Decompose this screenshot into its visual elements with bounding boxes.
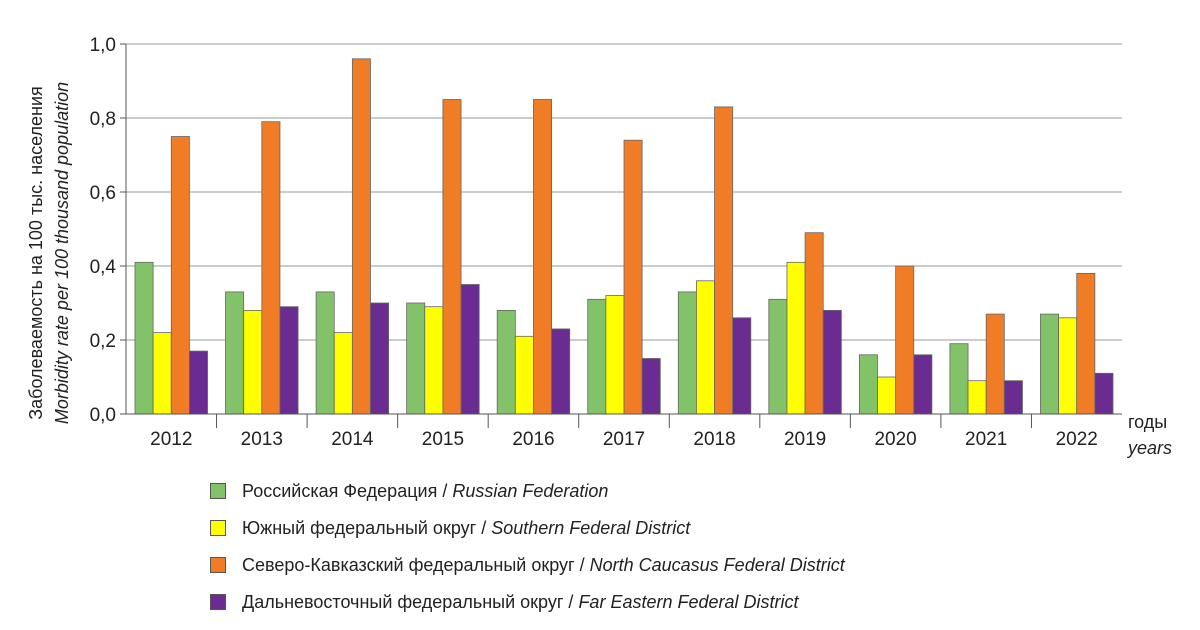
x-tick-label: 2014 xyxy=(331,429,374,450)
bar-2019-series-2 xyxy=(786,261,806,415)
legend-label-ru: Дальневосточный федеральный округ xyxy=(242,591,564,612)
x-axis-title-en: years xyxy=(1126,438,1172,458)
legend-item-southern-federal-district: Южный федеральный округ / Southern Feder… xyxy=(210,517,845,539)
x-tick-label: 2017 xyxy=(603,429,645,450)
bar-2020-series-4 xyxy=(913,354,933,415)
bar-2022-series-4 xyxy=(1094,372,1114,415)
legend-separator: / xyxy=(574,554,590,575)
bar-2017-series-4 xyxy=(641,358,661,415)
bar-2016-series-2 xyxy=(514,335,534,415)
x-tick-label: 2013 xyxy=(241,429,283,450)
y-tick-label: 0,4 xyxy=(90,257,117,278)
legend-label-en: Southern Federal District xyxy=(491,517,691,538)
y-axis-title-en: Morbidity rate per 100 thousand populati… xyxy=(52,82,72,424)
bar-2015-series-2 xyxy=(424,306,444,415)
legend-swatch xyxy=(210,594,226,610)
bar-2018-series-2 xyxy=(696,280,715,415)
legend-label-ru: Южный федеральный округ xyxy=(242,517,477,538)
bar-2018-series-1 xyxy=(677,291,697,415)
x-tick-label: 2022 xyxy=(1056,429,1098,450)
legend-swatch xyxy=(210,483,226,499)
bar-2020-series-3 xyxy=(895,265,915,415)
bar-2016-series-4 xyxy=(551,328,571,415)
x-tick-label: 2016 xyxy=(512,429,554,450)
x-tick-label: 2020 xyxy=(874,429,916,450)
bar-2013-series-4 xyxy=(279,306,299,415)
bar-2021-series-2 xyxy=(967,380,987,415)
bar-2015-series-1 xyxy=(406,302,426,415)
y-tick-label: 0,2 xyxy=(90,331,116,352)
bar-2012-series-3 xyxy=(170,136,190,415)
legend-label-en: Far Eastern Federal District xyxy=(578,591,799,612)
bar-2012-series-1 xyxy=(134,261,154,415)
bar-2022-series-2 xyxy=(1058,317,1078,415)
bar-2017-series-2 xyxy=(605,295,625,415)
bar-2018-series-3 xyxy=(714,106,734,415)
y-tick-label: 0,6 xyxy=(90,183,116,204)
bar-2014-series-1 xyxy=(315,291,335,415)
y-tick-label: 1,0 xyxy=(90,35,116,56)
legend-swatch xyxy=(210,520,226,536)
bar-2016-series-1 xyxy=(496,309,516,415)
x-axis-title-ru: годы xyxy=(1128,412,1167,432)
bar-2021-series-3 xyxy=(985,313,1005,415)
bar-2013-series-1 xyxy=(225,291,245,415)
y-axis-title-ru: Заболеваемость на 100 тыс. населения xyxy=(26,86,46,420)
legend-item-far-eastern-federal-district: Дальневосточный федеральный округ / Far … xyxy=(210,591,845,613)
bar-2012-series-4 xyxy=(189,350,208,415)
bar-2014-series-4 xyxy=(370,302,390,415)
legend-separator: / xyxy=(563,591,579,612)
legend-separator: / xyxy=(476,517,492,538)
bar-2019-series-1 xyxy=(768,298,788,415)
bar-2014-series-2 xyxy=(333,332,353,415)
bar-2021-series-1 xyxy=(949,343,969,415)
bar-2015-series-3 xyxy=(442,99,462,415)
x-tick-label: 2015 xyxy=(422,429,464,450)
bar-2017-series-1 xyxy=(587,298,607,415)
x-tick-label: 2018 xyxy=(693,429,735,450)
legend-label-ru: Российская Федерация xyxy=(242,480,438,501)
bar-2021-series-4 xyxy=(1003,380,1023,415)
x-tick-label: 2019 xyxy=(784,429,826,450)
bar-2020-series-1 xyxy=(858,354,878,415)
bar-2022-series-3 xyxy=(1076,272,1096,415)
bar-2016-series-3 xyxy=(533,99,552,415)
bar-2019-series-3 xyxy=(804,232,824,415)
bar-2017-series-3 xyxy=(623,139,643,415)
bar-2013-series-2 xyxy=(243,309,263,415)
legend-label-ru: Северо-Кавказский федеральный округ xyxy=(242,554,575,575)
legend-label-en: North Caucasus Federal District xyxy=(589,554,845,575)
legend-swatch xyxy=(210,557,226,573)
bar-2022-series-1 xyxy=(1040,313,1059,415)
x-tick-label: 2012 xyxy=(150,429,192,450)
bar-2018-series-4 xyxy=(732,317,752,415)
bar-2013-series-3 xyxy=(261,121,281,415)
bar-2015-series-4 xyxy=(460,284,480,415)
x-tick-label: 2021 xyxy=(965,429,1007,450)
bar-2014-series-3 xyxy=(351,58,371,415)
y-tick-label: 0,8 xyxy=(90,109,116,130)
legend-separator: / xyxy=(437,480,453,501)
legend-item-russian-federation: Российская Федерация / Russian Federatio… xyxy=(210,480,845,502)
y-tick-label: 0,0 xyxy=(90,405,116,426)
bar-2020-series-2 xyxy=(877,376,897,415)
legend-label-en: Russian Federation xyxy=(452,480,609,501)
bar-2012-series-2 xyxy=(152,332,172,415)
legend-item-north-caucasus-federal-district: Северо-Кавказский федеральный округ / No… xyxy=(210,554,845,576)
bar-chart: 0,0 0,2 0,4 0,6 0,8 1,0 2012 2013 2014 2015 2016 20… xyxy=(26,35,1172,458)
legend: Российская Федерация / Russian Federatio… xyxy=(210,480,845,628)
bar-2019-series-4 xyxy=(822,309,842,415)
